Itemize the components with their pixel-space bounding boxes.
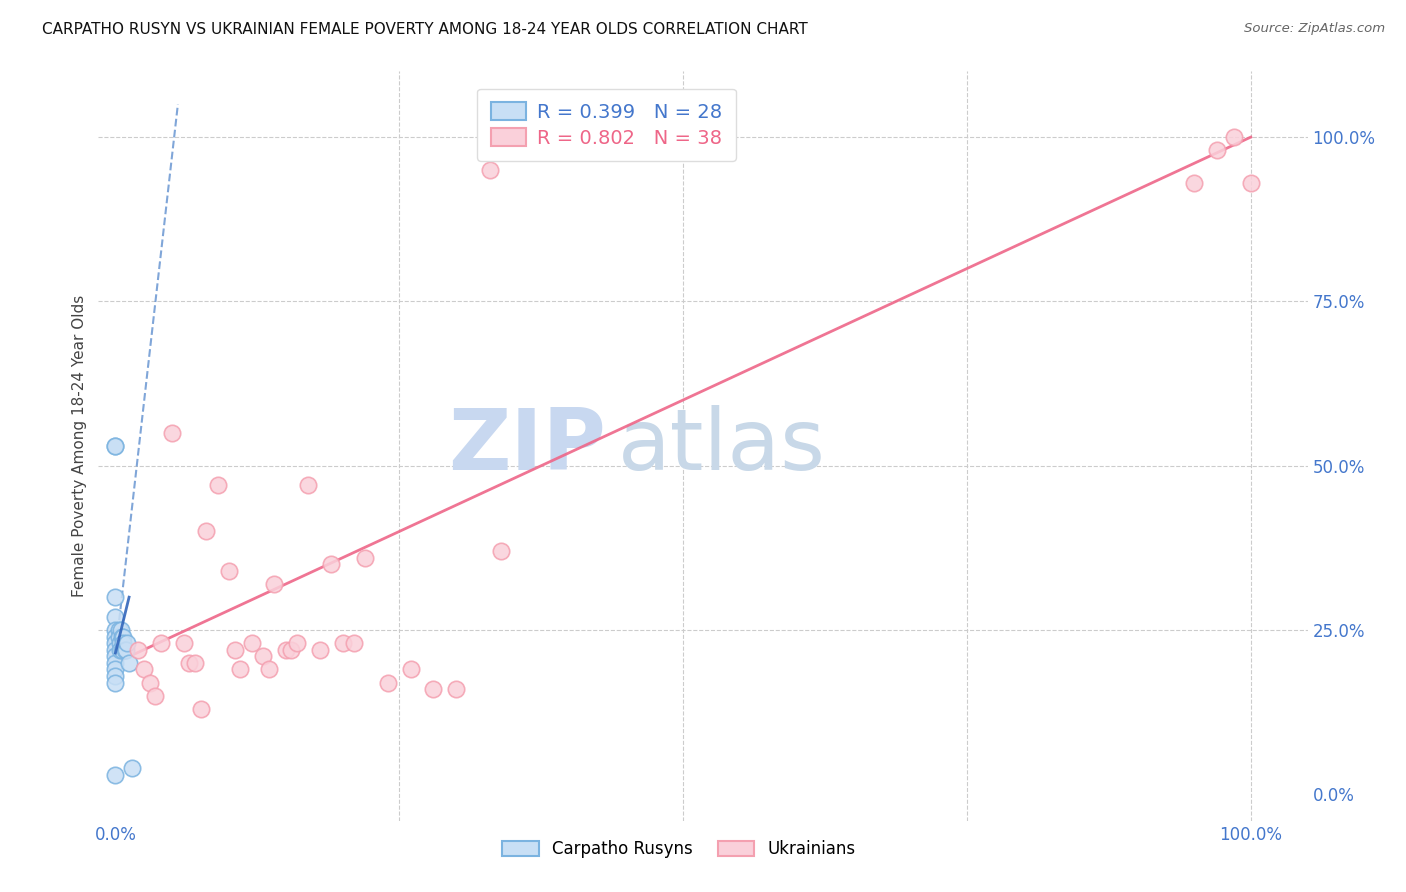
Point <box>104 439 127 453</box>
Point <box>343 636 366 650</box>
Point <box>104 630 127 644</box>
Point <box>479 163 502 178</box>
Point <box>160 425 183 440</box>
Point <box>280 642 302 657</box>
Point <box>121 761 143 775</box>
Point <box>104 675 127 690</box>
Point <box>1240 176 1263 190</box>
Point <box>263 577 285 591</box>
Point <box>114 642 136 657</box>
Point <box>274 642 297 657</box>
Point <box>104 623 127 637</box>
Point <box>104 636 127 650</box>
Point <box>321 558 343 572</box>
Point <box>104 669 127 683</box>
Point <box>111 630 134 644</box>
Point <box>104 767 127 781</box>
Text: CARPATHO RUSYN VS UKRAINIAN FEMALE POVERTY AMONG 18-24 YEAR OLDS CORRELATION CHA: CARPATHO RUSYN VS UKRAINIAN FEMALE POVER… <box>42 22 808 37</box>
Point <box>195 524 218 539</box>
Point <box>257 663 280 677</box>
Point <box>104 656 127 670</box>
Point <box>308 642 330 657</box>
Point <box>218 564 240 578</box>
Point <box>108 630 131 644</box>
Point <box>110 623 132 637</box>
Point <box>104 663 127 677</box>
Point <box>108 642 131 657</box>
Point <box>190 702 212 716</box>
Point <box>111 642 134 657</box>
Point <box>207 478 229 492</box>
Point <box>138 675 160 690</box>
Point <box>229 663 252 677</box>
Point <box>377 675 399 690</box>
Point <box>173 636 195 650</box>
Point <box>149 636 172 650</box>
Point <box>1182 176 1205 190</box>
Point <box>115 636 138 650</box>
Point <box>179 656 201 670</box>
Point <box>399 663 422 677</box>
Point <box>104 439 127 453</box>
Point <box>332 636 354 650</box>
Point <box>112 630 135 644</box>
Point <box>104 590 127 604</box>
Point <box>422 682 444 697</box>
Text: atlas: atlas <box>619 404 827 488</box>
Point <box>224 642 246 657</box>
Point <box>114 642 136 657</box>
Point <box>118 656 141 670</box>
Point <box>104 610 127 624</box>
Point <box>104 649 127 664</box>
Point <box>184 656 207 670</box>
Point <box>491 544 513 558</box>
Point <box>354 550 377 565</box>
Legend: Carpatho Rusyns, Ukrainians: Carpatho Rusyns, Ukrainians <box>495 833 862 864</box>
Point <box>1223 130 1246 145</box>
Point <box>112 636 135 650</box>
Point <box>297 478 319 492</box>
Point <box>104 642 127 657</box>
Y-axis label: Female Poverty Among 18-24 Year Olds: Female Poverty Among 18-24 Year Olds <box>72 295 87 597</box>
Text: ZIP: ZIP <box>449 404 606 488</box>
Point <box>285 636 308 650</box>
Point <box>132 663 155 677</box>
Point <box>127 642 149 657</box>
Point <box>252 649 274 664</box>
Text: Source: ZipAtlas.com: Source: ZipAtlas.com <box>1244 22 1385 36</box>
Point <box>143 689 166 703</box>
Point <box>108 623 131 637</box>
Point <box>108 636 131 650</box>
Point <box>444 682 467 697</box>
Point <box>1205 143 1227 157</box>
Point <box>240 636 263 650</box>
